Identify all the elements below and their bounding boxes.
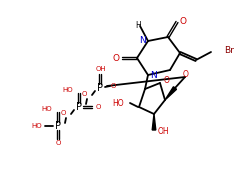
- Text: O: O: [164, 76, 170, 84]
- Text: P: P: [55, 121, 61, 131]
- Text: O: O: [55, 140, 61, 146]
- Text: O: O: [112, 53, 119, 62]
- Text: HO: HO: [41, 106, 52, 112]
- Text: O: O: [82, 91, 87, 97]
- Text: O: O: [183, 69, 189, 78]
- Text: P: P: [76, 102, 82, 112]
- Text: HO: HO: [31, 123, 42, 129]
- Text: OH: OH: [158, 127, 170, 137]
- Polygon shape: [165, 87, 177, 100]
- Text: N: N: [139, 35, 146, 45]
- Text: HO: HO: [112, 99, 124, 108]
- Text: HO: HO: [62, 87, 73, 93]
- Text: O: O: [96, 104, 101, 110]
- Text: O: O: [111, 83, 116, 89]
- Polygon shape: [152, 114, 156, 130]
- Text: O: O: [179, 17, 186, 25]
- Text: O: O: [61, 110, 66, 116]
- Text: P: P: [97, 83, 103, 93]
- Text: N: N: [150, 71, 157, 79]
- Text: Br: Br: [224, 46, 234, 55]
- Text: OH: OH: [96, 66, 106, 72]
- Text: H: H: [135, 20, 141, 30]
